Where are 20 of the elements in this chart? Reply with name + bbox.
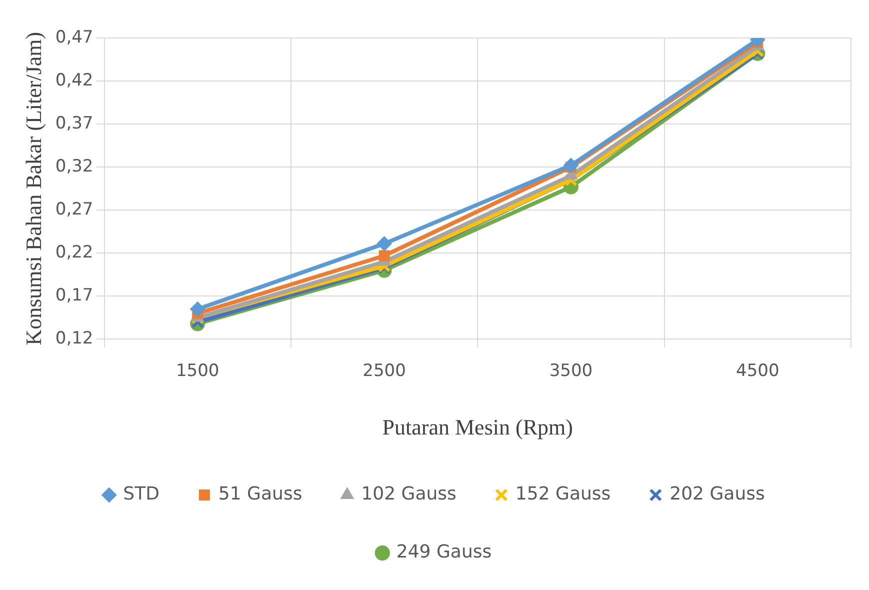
y-axis-title: Konsumsi Bahan Bakar (Liter/Jam) [20, 32, 46, 346]
legend-label: 202 Gauss [670, 484, 765, 505]
y-tick-label: 0,32 [55, 156, 94, 177]
y-tick-label: 0,12 [55, 328, 94, 349]
y-tick-label: 0,17 [55, 286, 94, 306]
y-tick-label: 0,37 [55, 113, 94, 134]
y-tick-label: 0,22 [55, 242, 94, 263]
legend-label: 152 Gauss [515, 484, 611, 505]
y-tick-label: 0,42 [55, 70, 94, 90]
legend-label: 249 Gauss [396, 542, 492, 563]
legend-label: 102 Gauss [361, 484, 456, 505]
y-tick-label: 0,27 [55, 200, 94, 220]
x-axis-title: Putaran Mesin (Rpm) [382, 414, 573, 440]
x-tick-label: 1500 [176, 360, 220, 381]
legend-label: STD [123, 484, 160, 505]
y-tick-label: 0,47 [55, 27, 94, 48]
x-tick-label: 2500 [362, 360, 406, 381]
x-tick-label: 4500 [736, 360, 780, 381]
x-tick-label: 3500 [549, 360, 593, 381]
legend-label: 51 Gauss [218, 484, 302, 505]
